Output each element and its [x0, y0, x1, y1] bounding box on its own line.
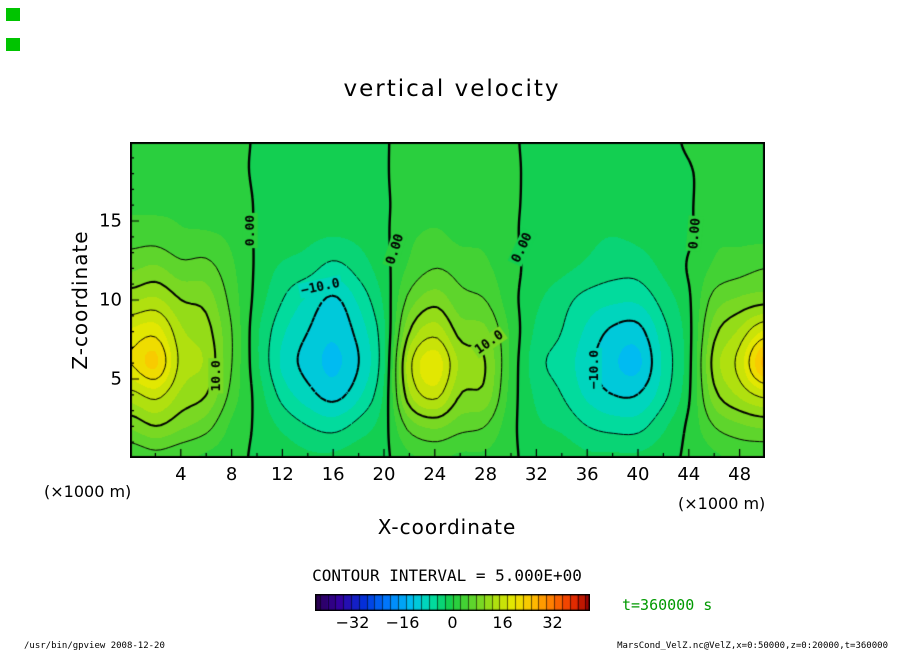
- y-tick-label: 10: [99, 289, 122, 311]
- footer-dataset: MarsCond_VelZ.nc@VelZ,x=0:50000,z=0:2000…: [617, 641, 888, 651]
- y-tick-label: 15: [99, 210, 122, 232]
- x-tick-label: 24: [423, 464, 447, 485]
- x-tick-label: 32: [524, 464, 548, 485]
- y-tick-label: 5: [110, 368, 122, 390]
- x-tick-label: 12: [270, 464, 294, 485]
- x-tick-label: 36: [575, 464, 599, 485]
- z-unit-label: (×1000 m): [44, 482, 132, 501]
- x-tick-label: 4: [175, 464, 187, 485]
- colorbar-tick-label: −16: [385, 613, 420, 632]
- x-tick-label: 20: [372, 464, 396, 485]
- colorbar-tick-label: 16: [492, 613, 513, 632]
- colorbar-tick-label: −32: [335, 613, 370, 632]
- x-tick-label: 8: [225, 464, 238, 485]
- window-decoration-square: [6, 38, 20, 51]
- x-tick-label: 16: [321, 464, 345, 485]
- colorbar-tick-label: 32: [542, 613, 563, 632]
- footer-command: /usr/bin/gpview 2008-12-20: [24, 641, 165, 651]
- x-unit-label: (×1000 m): [678, 494, 766, 513]
- y-axis-label: Z-coordinate: [68, 230, 92, 370]
- x-tick-label: 40: [626, 464, 650, 485]
- window-decoration-square: [6, 8, 20, 21]
- x-tick-label: 28: [474, 464, 498, 485]
- x-axis-label: X-coordinate: [377, 515, 517, 539]
- colorbar-canvas: [315, 594, 590, 611]
- x-tick-label: 48: [728, 464, 752, 485]
- chart-title: vertical velocity: [343, 76, 561, 102]
- contour-plot-canvas: [130, 142, 765, 458]
- contour-interval-note: CONTOUR INTERVAL = 5.000E+00: [312, 566, 582, 585]
- colorbar-tick-label: 0: [447, 613, 458, 632]
- x-tick-label: 44: [677, 464, 701, 485]
- time-label: t=360000 s: [622, 596, 713, 614]
